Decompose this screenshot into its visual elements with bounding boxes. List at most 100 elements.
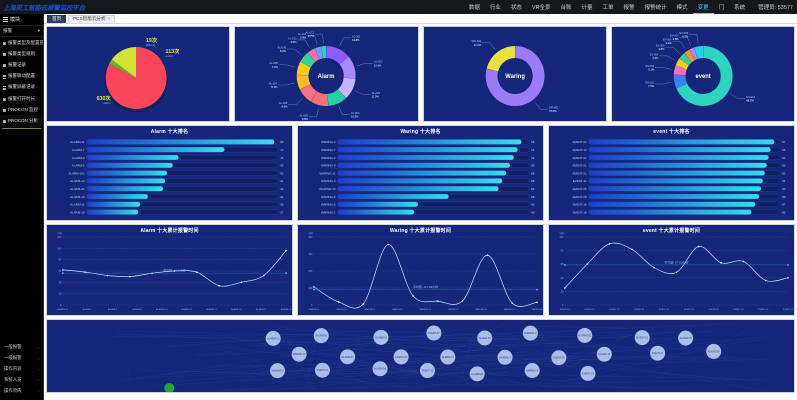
nav-item-0[interactable]: 数据 (464, 0, 485, 14)
panel-waring-donut: WR-001 79.0% WR-002 21.0% Waring (423, 26, 607, 122)
nav-item-4[interactable]: 台账 (556, 0, 577, 14)
svg-text:94: 94 (531, 148, 535, 152)
svg-text:AL-002: AL-002 (374, 60, 383, 64)
svg-text:91: 91 (782, 179, 786, 183)
nav-item-12[interactable]: 系统 (729, 0, 750, 14)
menu-icon[interactable] (3, 16, 8, 22)
sidebar-item-4[interactable]: 报警屏蔽记录 (0, 82, 43, 93)
nav-item-11[interactable]: 门 (714, 0, 730, 14)
sidebar-bottom-item-4[interactable]: 操作项内 › (0, 385, 43, 396)
sidebar-item-2[interactable]: 报警记录 (0, 59, 43, 70)
svg-text:WARING-11: WARING-11 (420, 308, 433, 311)
svg-text:event: event (695, 74, 710, 80)
svg-text:4.5%: 4.5% (291, 40, 298, 44)
list-icon (3, 119, 6, 122)
nav-item-label: 模式 (677, 3, 688, 11)
top-bar: 上海灵工智能云报警监控平台 数据 行业 状态 VR全景 台账 计量 工单 报警 报警统计 模式 变更… (0, 0, 797, 14)
nav-item-9[interactable]: 模式 (672, 0, 693, 14)
sidebar-item-7[interactable]: PROCON 分析 (0, 115, 43, 126)
svg-text:90: 90 (531, 164, 535, 168)
svg-text:3.6%: 3.6% (300, 36, 307, 40)
svg-text:EV-008: EV-008 (679, 31, 688, 35)
svg-text:WARING-4: WARING-4 (308, 308, 320, 311)
nav-item-label: 台账 (561, 3, 572, 11)
svg-text:ALARM-09: ALARM-09 (479, 337, 491, 340)
svg-text:WARING-2: WARING-2 (364, 308, 376, 311)
alarm-duration-vis: 120 100 80 60 40 20 0 小时 平均值: 41.3小时 ALARM-11 ALAR… (47, 225, 292, 315)
sidebar-item-label: 报警屏蔽记录 (8, 84, 35, 90)
chevron-right-icon: › (38, 388, 39, 393)
svg-text:EVENT-18: EVENT-18 (783, 309, 794, 311)
svg-text:AL-006: AL-006 (279, 101, 288, 105)
svg-text:100: 100 (559, 236, 564, 239)
sidebar-item-6[interactable]: PROCON 监控 (0, 104, 43, 115)
svg-text:WARING-6: WARING-6 (321, 203, 336, 207)
sidebar-item-1[interactable]: 报警类型规则 (0, 48, 43, 59)
sidebar-menu: 报警类型及配置管理报警类型规则报警记录报警联动配置报警屏蔽记录报警打开时长 PRO… (0, 37, 43, 127)
svg-text:7.5%: 7.5% (648, 84, 655, 88)
sidebar-header[interactable]: 模块 (0, 14, 43, 26)
svg-text:WARING-1: WARING-1 (321, 210, 336, 214)
nav-item-10[interactable]: 变更 (693, 0, 714, 14)
svg-text:WARING-6: WARING-6 (532, 308, 543, 311)
svg-text:93: 93 (782, 164, 786, 168)
nav-item-1[interactable]: 行业 (485, 0, 506, 14)
sidebar-item-5[interactable]: 报警打开时长 (0, 93, 43, 104)
sidebar-item-label: 报警记录 (8, 62, 26, 68)
sidebar-subheader[interactable]: 报警 ▾ (0, 26, 43, 37)
sidebar-bottom-item-2[interactable]: 操作内容 › (0, 364, 43, 375)
close-icon[interactable]: × (108, 17, 111, 22)
sidebar-item-label: 报警类型规则 (8, 51, 35, 57)
sidebar-item-0[interactable]: 报警类型及配置管理 (0, 37, 43, 48)
tab-pcs-analysis[interactable]: PCS智能云分析 × (68, 15, 115, 23)
svg-text:EVENT-22: EVENT-22 (573, 171, 587, 175)
svg-text:EVENT-16: EVENT-16 (422, 370, 434, 373)
row-lines: Alarm 十大累计报警时间 120 100 80 60 40 20 0 小时 平均值: 41.… (46, 224, 795, 316)
svg-text:EVENT-16: EVENT-16 (573, 203, 587, 207)
panel-waring-top10-bar: Waring 十大排名 WARING-4 96 WARING-7 94 WARING-2… (297, 125, 544, 221)
nav-item-5[interactable]: 计量 (577, 0, 598, 14)
main-nav: 数据 行业 状态 VR全景 台账 计量 工单 报警 报警统计 模式 变更门系统 (464, 0, 750, 14)
panel-event-top10-bar: event 十大排名 EVENT-04 97 EVENT-13 95 EVENT-07 9… (548, 125, 795, 221)
svg-text:40: 40 (561, 277, 564, 280)
nav-item-2[interactable]: 状态 (506, 0, 527, 14)
svg-text:300: 300 (308, 253, 313, 256)
list-icon (3, 75, 6, 78)
sidebar-bottom-item-3[interactable]: 系统人员 › (0, 374, 43, 385)
nav-item-label: 报警 (624, 3, 635, 11)
sidebar-bottom-item-1[interactable]: 一级报警 › (0, 353, 43, 364)
nav-item-6[interactable]: 工单 (598, 0, 619, 14)
svg-text:ALARM-08: ALARM-08 (471, 373, 483, 376)
svg-text:EVENT-01: EVENT-01 (652, 352, 664, 355)
svg-text:ALARM-19: ALARM-19 (598, 353, 610, 356)
sidebar-bottom-item-0[interactable]: 一般报警 › (0, 342, 43, 353)
svg-text:ALARM-12: ALARM-12 (442, 356, 454, 359)
chevron-down-icon[interactable]: ▾ (38, 28, 40, 34)
event-duration-vis: 100 80 60 40 20 0 小时 平均值: 57.63小时 EVENT-04 EVENT-… (549, 225, 794, 315)
svg-text:WARING-13: WARING-13 (319, 187, 336, 191)
user-label[interactable]: 管理员: 53577 (750, 3, 797, 11)
list-icon (3, 108, 6, 111)
svg-text:WARING-9: WARING-9 (272, 370, 285, 373)
tab-pcs-analysis-label: PCS智能云分析 (73, 17, 105, 22)
svg-text:EVENT-08: EVENT-08 (573, 195, 587, 199)
svg-text:98: 98 (280, 140, 284, 144)
svg-text:EVENT-22: EVENT-22 (659, 309, 670, 311)
nav-item-7[interactable]: 报警 (619, 0, 640, 14)
svg-text:AL-008: AL-008 (270, 61, 279, 65)
svg-text:ALARM-102: ALARM-102 (68, 171, 84, 175)
event-donut-vis: EV-001 68.2% EV-002 7.5% EV-003 5.1% EV-004 4.3… (612, 27, 794, 121)
svg-text:EV-005: EV-005 (656, 44, 665, 48)
sidebar-item-label: 报警联动配置 (8, 73, 35, 79)
svg-text:4.9%: 4.9% (682, 34, 689, 38)
sidebar-bottom-item-label: 一级报警 (4, 355, 22, 361)
svg-text:EVENT-01: EVENT-01 (573, 164, 587, 168)
svg-text:92: 92 (782, 171, 786, 175)
svg-text:ALARM-11: ALARM-11 (375, 336, 387, 339)
svg-text:WR-001: WR-001 (548, 106, 558, 110)
sidebar-item-3[interactable]: 报警联动配置 (0, 71, 43, 82)
svg-text:EVENT-22: EVENT-22 (553, 357, 565, 360)
nav-item-8[interactable]: 报警统计 (640, 0, 672, 14)
tab-home[interactable]: 首页 (47, 15, 66, 23)
nav-item-3[interactable]: VR全景 (527, 0, 556, 14)
